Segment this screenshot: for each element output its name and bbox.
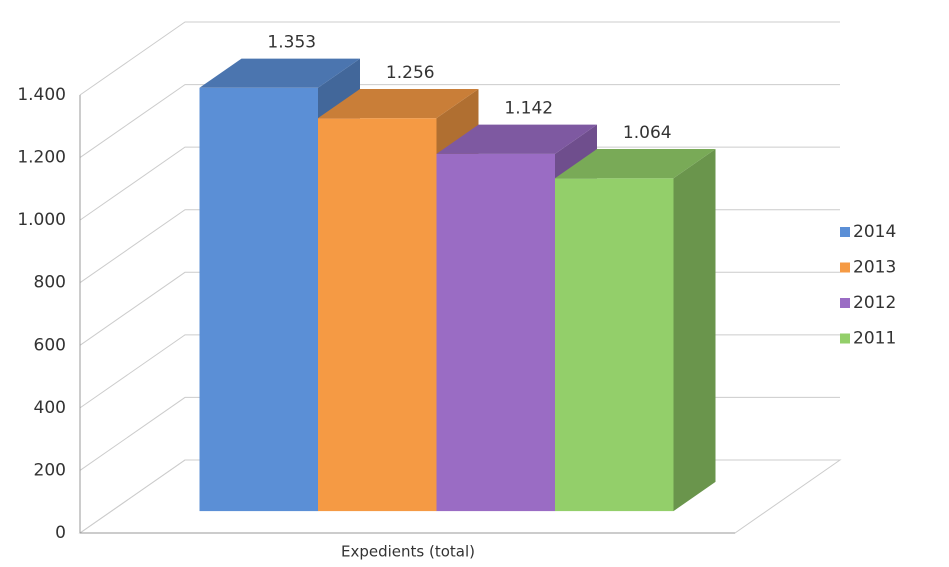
y-tick-label: 1.200 (17, 148, 66, 168)
legend-label: 2012 (853, 293, 896, 313)
grid-line (79, 84, 840, 158)
x-axis-label: Expedients (total) (341, 543, 475, 561)
bar-side (673, 149, 716, 512)
bar (199, 87, 318, 512)
y-tick-label: 400 (34, 398, 66, 418)
y-tick-label: 0 (55, 523, 66, 543)
legend-label: 2011 (853, 329, 896, 349)
bar-top (436, 124, 597, 154)
bar-top (318, 88, 479, 119)
y-tick-label: 600 (34, 335, 66, 355)
grid-line (79, 146, 840, 221)
y-tick-label: 1.000 (17, 210, 66, 230)
grid-line (79, 21, 840, 96)
y-tick-label: 800 (34, 273, 66, 293)
legend-label: 2014 (853, 222, 896, 242)
legend-swatch (840, 298, 850, 308)
legend-swatch (840, 333, 850, 344)
value-label: 1.142 (504, 99, 553, 119)
y-tick-label: 1.400 (17, 85, 66, 105)
value-label: 1.256 (386, 63, 435, 83)
legend-swatch (840, 262, 850, 273)
bar (318, 118, 437, 512)
y-tick-label: 200 (34, 460, 66, 480)
bar (436, 153, 555, 512)
bar (555, 178, 674, 512)
value-label: 1.353 (267, 33, 316, 53)
value-label: 1.064 (623, 123, 672, 143)
bar-top (199, 58, 360, 88)
bar-top (555, 149, 716, 179)
legend-label: 2013 (853, 258, 896, 278)
legend-swatch (840, 227, 850, 237)
